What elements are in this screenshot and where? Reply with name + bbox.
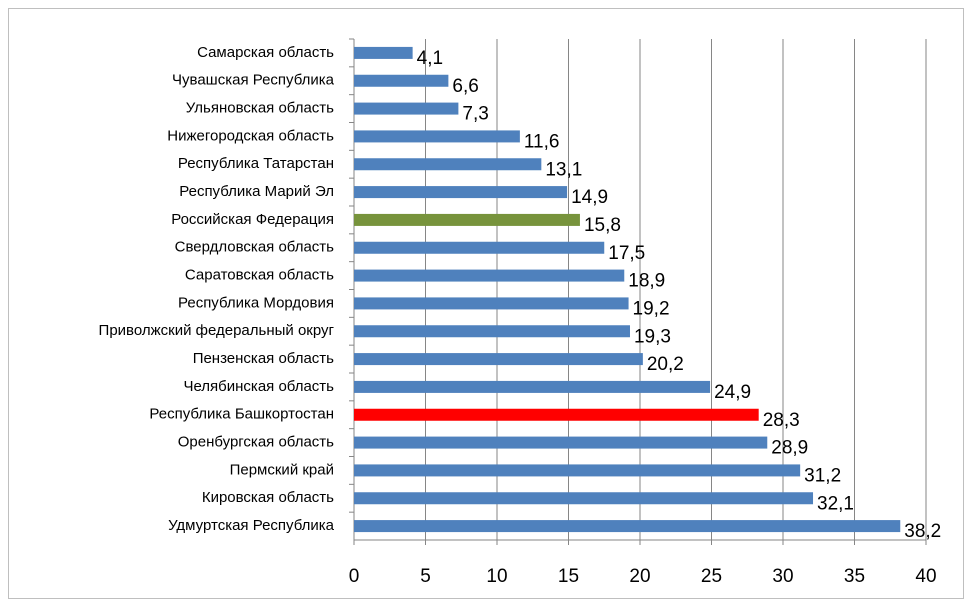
y-tick-label: Нижегородская область: [167, 127, 334, 144]
bar: [354, 492, 814, 505]
bar: [354, 464, 801, 477]
y-tick-label: Российская Федерация: [171, 211, 334, 228]
y-tick-label: Саратовская область: [185, 267, 334, 284]
value-label: 19,3: [634, 326, 671, 347]
y-tick-label: Республика Мордовия: [178, 294, 334, 311]
y-tick-label: Республика Марий Эл: [179, 183, 334, 200]
y-tick-label: Пермский край: [230, 461, 334, 478]
bar: [354, 74, 449, 87]
bar: [354, 297, 629, 310]
chart-border: [8, 8, 964, 599]
value-label: 38,2: [904, 521, 941, 542]
bar: [354, 213, 580, 226]
y-tick-label: Приволжский федеральный округ: [99, 322, 335, 339]
value-label: 20,2: [647, 354, 684, 375]
value-label: 31,2: [804, 465, 841, 486]
value-label: 15,8: [584, 215, 621, 236]
x-tick-label: 40: [915, 566, 936, 587]
bar: [354, 408, 759, 421]
value-label: 28,3: [763, 410, 800, 431]
value-label: 14,9: [571, 187, 608, 208]
y-tick-label: Республика Татарстан: [178, 155, 334, 172]
value-label: 18,9: [628, 271, 665, 292]
x-tick-label: 5: [420, 566, 431, 587]
x-tick-label: 35: [844, 566, 865, 587]
bar: [354, 380, 711, 393]
bar: [354, 102, 459, 115]
bar: [354, 130, 520, 143]
bar: [354, 353, 643, 366]
y-tick-label: Республика Башкортостан: [149, 406, 334, 423]
bar: [354, 158, 542, 171]
y-tick-label: Чувашская Республика: [172, 72, 335, 89]
y-tick-label: Самарская область: [197, 44, 334, 61]
x-tick-label: 20: [629, 566, 650, 587]
y-tick-label: Ульяновская область: [186, 100, 334, 117]
y-tick-label: Оренбургская область: [178, 434, 334, 451]
bar: [354, 436, 768, 449]
value-label: 11,6: [524, 131, 560, 152]
x-tick-label: 15: [558, 566, 579, 587]
x-tick-label: 0: [349, 566, 360, 587]
value-label: 17,5: [608, 243, 645, 264]
value-label: 32,1: [817, 493, 854, 514]
value-label: 7,3: [462, 104, 488, 125]
bar: [354, 520, 901, 533]
y-tick-label: Кировская область: [202, 489, 334, 506]
y-tick-label: Пензенская область: [193, 350, 334, 367]
bar: [354, 269, 625, 282]
value-label: 28,9: [771, 438, 808, 459]
y-tick-label: Свердловская область: [175, 239, 335, 256]
value-label: 19,2: [633, 298, 670, 319]
value-label: 13,1: [545, 159, 582, 180]
value-label: 24,9: [714, 382, 751, 403]
bar: [354, 46, 413, 59]
value-label: 4,1: [417, 48, 443, 69]
y-tick-label: Удмуртская Республика: [168, 517, 335, 534]
x-tick-label: 10: [486, 566, 507, 587]
bar: [354, 325, 630, 338]
y-tick-label: Челябинская область: [183, 378, 334, 395]
bar: [354, 241, 605, 254]
x-tick-label: 25: [701, 566, 722, 587]
value-label: 6,6: [452, 76, 478, 97]
x-tick-label: 30: [772, 566, 793, 587]
bar: [354, 186, 568, 199]
